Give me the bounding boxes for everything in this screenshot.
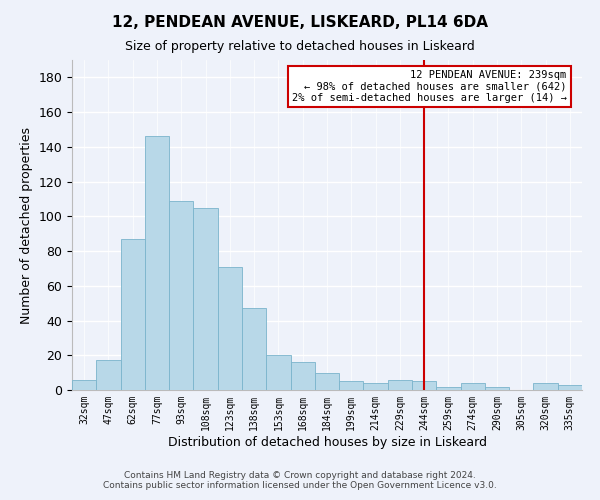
Bar: [169, 200, 193, 390]
Bar: [242, 308, 266, 390]
Bar: [461, 383, 485, 390]
X-axis label: Distribution of detached houses by size in Liskeard: Distribution of detached houses by size …: [167, 436, 487, 448]
Bar: [388, 380, 412, 390]
Text: 12, PENDEAN AVENUE, LISKEARD, PL14 6DA: 12, PENDEAN AVENUE, LISKEARD, PL14 6DA: [112, 15, 488, 30]
Bar: [485, 386, 509, 390]
Bar: [96, 360, 121, 390]
Bar: [558, 385, 582, 390]
Bar: [266, 356, 290, 390]
Bar: [436, 386, 461, 390]
Bar: [218, 266, 242, 390]
Bar: [315, 372, 339, 390]
Bar: [339, 382, 364, 390]
Bar: [121, 239, 145, 390]
Bar: [145, 136, 169, 390]
Bar: [533, 383, 558, 390]
Bar: [290, 362, 315, 390]
Text: Contains HM Land Registry data © Crown copyright and database right 2024.
Contai: Contains HM Land Registry data © Crown c…: [103, 470, 497, 490]
Bar: [364, 383, 388, 390]
Bar: [72, 380, 96, 390]
Text: 12 PENDEAN AVENUE: 239sqm
← 98% of detached houses are smaller (642)
2% of semi-: 12 PENDEAN AVENUE: 239sqm ← 98% of detac…: [292, 70, 567, 103]
Y-axis label: Number of detached properties: Number of detached properties: [20, 126, 33, 324]
Bar: [193, 208, 218, 390]
Bar: [412, 382, 436, 390]
Text: Size of property relative to detached houses in Liskeard: Size of property relative to detached ho…: [125, 40, 475, 53]
